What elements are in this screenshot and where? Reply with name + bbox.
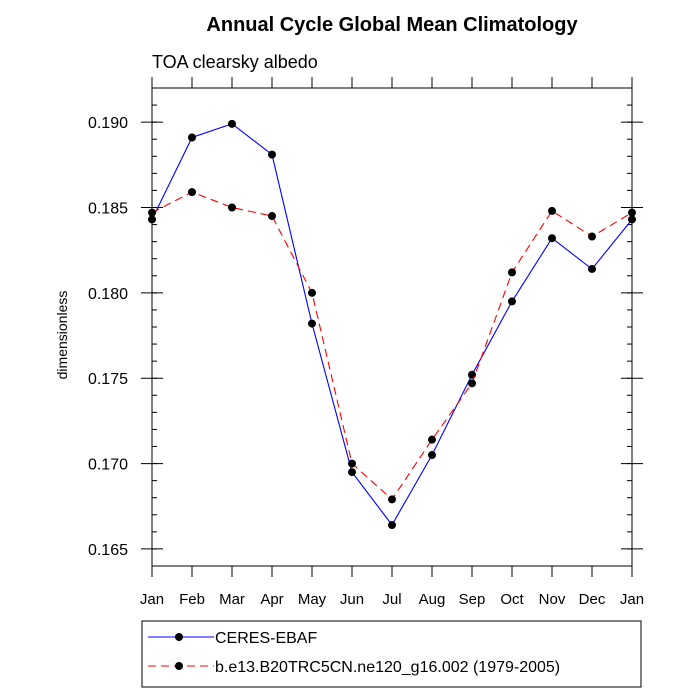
data-point	[308, 288, 316, 297]
series-group	[148, 188, 636, 504]
x-tick-label: Oct	[500, 591, 524, 608]
plot-frame	[151, 87, 633, 567]
y-tick-label: 0.175	[88, 371, 128, 388]
legend-marker	[175, 662, 183, 670]
series-group	[148, 119, 636, 530]
data-point	[348, 468, 356, 477]
data-point	[228, 119, 236, 128]
x-tick-label: Jun	[340, 591, 364, 608]
data-point	[388, 521, 396, 530]
y-tick-label: 0.180	[88, 286, 128, 303]
data-point	[228, 203, 236, 212]
data-point	[508, 268, 516, 277]
x-tick-label: Jan	[140, 591, 164, 608]
data-point	[388, 495, 396, 504]
data-point	[188, 188, 196, 197]
data-point	[428, 451, 436, 460]
data-point	[348, 459, 356, 468]
data-point	[548, 206, 556, 215]
legend-box	[141, 620, 642, 688]
series-line	[151, 191, 633, 501]
y-tick-label: 0.165	[88, 542, 128, 559]
data-point	[148, 215, 156, 224]
x-tick-label: May	[298, 591, 327, 608]
y-tick-label: 0.185	[88, 201, 128, 218]
data-point	[308, 319, 316, 328]
data-point	[468, 379, 476, 388]
legend-label: b.e13.B20TRC5CN.ne120_g16.002 (1979-2005…	[215, 659, 560, 676]
x-tick-label: Sep	[459, 591, 486, 608]
axes: 0.165 0.170 0.175 0.180 0.185 0.190 Jan Feb Mar A…	[88, 77, 644, 608]
x-tick-label: Feb	[179, 591, 205, 608]
x-tick-label: Jul	[382, 591, 401, 608]
y-axis-label: dimensionless	[54, 291, 70, 380]
legend-marker	[175, 633, 183, 641]
y-tick-label: 0.190	[88, 115, 128, 132]
data-point	[548, 234, 556, 243]
data-point	[628, 208, 636, 217]
data-point	[628, 215, 636, 224]
legend-label: CERES-EBAF	[215, 630, 317, 647]
data-point	[148, 208, 156, 217]
x-tick-label: Mar	[219, 591, 245, 608]
y-tick-label: 0.170	[88, 457, 128, 474]
x-tick-label: Aug	[419, 591, 446, 608]
x-tick-label: Apr	[260, 591, 283, 608]
x-tick-label: Dec	[579, 591, 606, 608]
data-point	[428, 435, 436, 444]
series-layer	[148, 119, 636, 530]
chart-subtitle: TOA clearsky albedo	[152, 52, 318, 72]
data-point	[508, 297, 516, 306]
data-point	[468, 370, 476, 379]
chart-title: Annual Cycle Global Mean Climatology	[206, 14, 578, 36]
data-point	[588, 264, 596, 273]
x-tick-label: Jan	[620, 591, 644, 608]
x-tick-label: Nov	[539, 591, 566, 608]
series-line	[151, 123, 633, 526]
data-point	[268, 150, 276, 159]
data-point	[188, 133, 196, 142]
data-point	[268, 212, 276, 221]
legend: CERES-EBAF b.e13.B20TRC5CN.ne120_g16.002 …	[141, 620, 642, 688]
data-point	[588, 232, 596, 241]
